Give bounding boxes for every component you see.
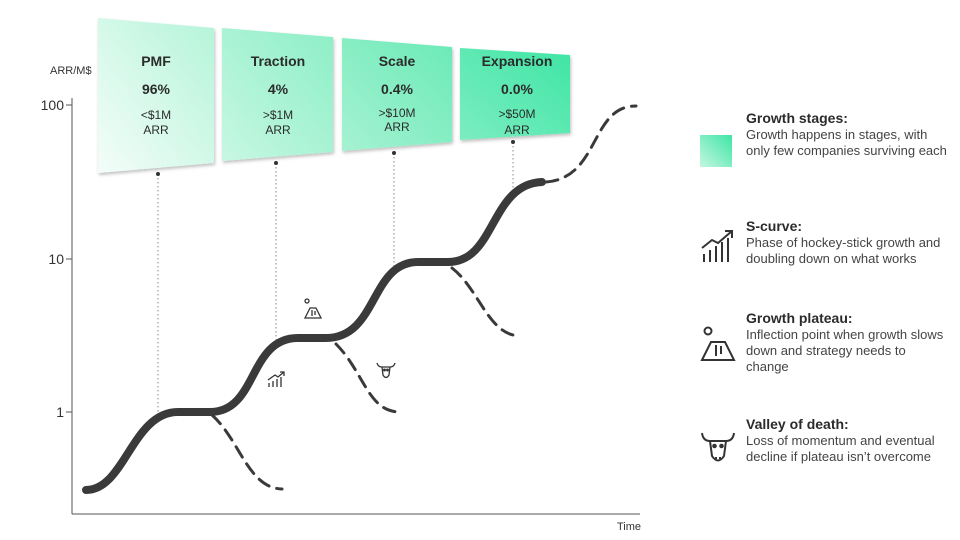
y-tick-label-10: 10 xyxy=(48,251,64,267)
stage-card-scale: Scale 0.4% >$10M ARR xyxy=(342,38,452,151)
stage-arr-label: ARR xyxy=(384,120,410,134)
y-tick-label-100: 100 xyxy=(41,97,65,113)
legend-desc: Inflection point when growth slows down … xyxy=(746,327,944,374)
stage-percentage: 0.4% xyxy=(381,81,413,97)
stage-arr-threshold: >$1M xyxy=(263,108,293,122)
volcano-icon xyxy=(700,326,736,361)
legend-title: Growth stages: xyxy=(746,110,848,126)
legend-title: Growth plateau: xyxy=(746,310,853,326)
stage-percentage: 0.0% xyxy=(501,81,533,97)
legend-desc: Growth happens in stages, with only few … xyxy=(746,127,947,158)
stage-arr-threshold: <$1M xyxy=(141,108,171,122)
stage-arr-threshold: >$50M xyxy=(498,107,535,121)
stage-connector-dots xyxy=(156,140,515,176)
legend-title: S-curve: xyxy=(746,218,803,234)
growth-s-curve xyxy=(82,178,546,494)
y-axis xyxy=(66,98,73,514)
stage-arr-label: ARR xyxy=(265,123,291,137)
bull-skull-icon xyxy=(376,362,396,379)
stage-percentage: 96% xyxy=(142,81,171,97)
y-axis-label: ARR/M$ xyxy=(50,65,92,77)
stage-connectors xyxy=(157,142,514,412)
gradient-swatch-icon xyxy=(700,135,732,167)
stage-name: PMF xyxy=(141,53,171,69)
rising-chart-icon xyxy=(267,371,285,387)
valley-branch-1 xyxy=(210,413,284,491)
rising-chart-icon xyxy=(701,230,733,262)
valley-branch-2 xyxy=(334,342,402,414)
stage-arr-label: ARR xyxy=(143,123,169,137)
stage-card-pmf: PMF 96% <$1M ARR xyxy=(98,18,214,173)
legend-desc: Loss of momentum and eventual decline if… xyxy=(746,433,935,464)
bull-skull-icon xyxy=(701,432,735,462)
volcano-icon xyxy=(303,298,323,319)
stage-card-expansion: Expansion 0.0% >$50M ARR xyxy=(460,48,570,140)
stage-arr-threshold: >$10M xyxy=(378,106,415,120)
y-tick-label-1: 1 xyxy=(56,404,64,420)
stage-arr-label: ARR xyxy=(504,123,530,137)
stage-name: Expansion xyxy=(482,53,553,69)
x-axis-label: Time xyxy=(617,521,641,533)
expansion-continuation xyxy=(544,104,638,184)
stage-name: Scale xyxy=(379,53,416,69)
stage-card-traction: Traction 4% >$1M ARR xyxy=(222,28,333,161)
legend-desc: Phase of hockey-stick growth and doublin… xyxy=(746,235,941,266)
stage-name: Traction xyxy=(251,53,305,69)
valley-branch-3 xyxy=(450,266,522,338)
legend-title: Valley of death: xyxy=(746,416,849,432)
stage-percentage: 4% xyxy=(268,81,289,97)
